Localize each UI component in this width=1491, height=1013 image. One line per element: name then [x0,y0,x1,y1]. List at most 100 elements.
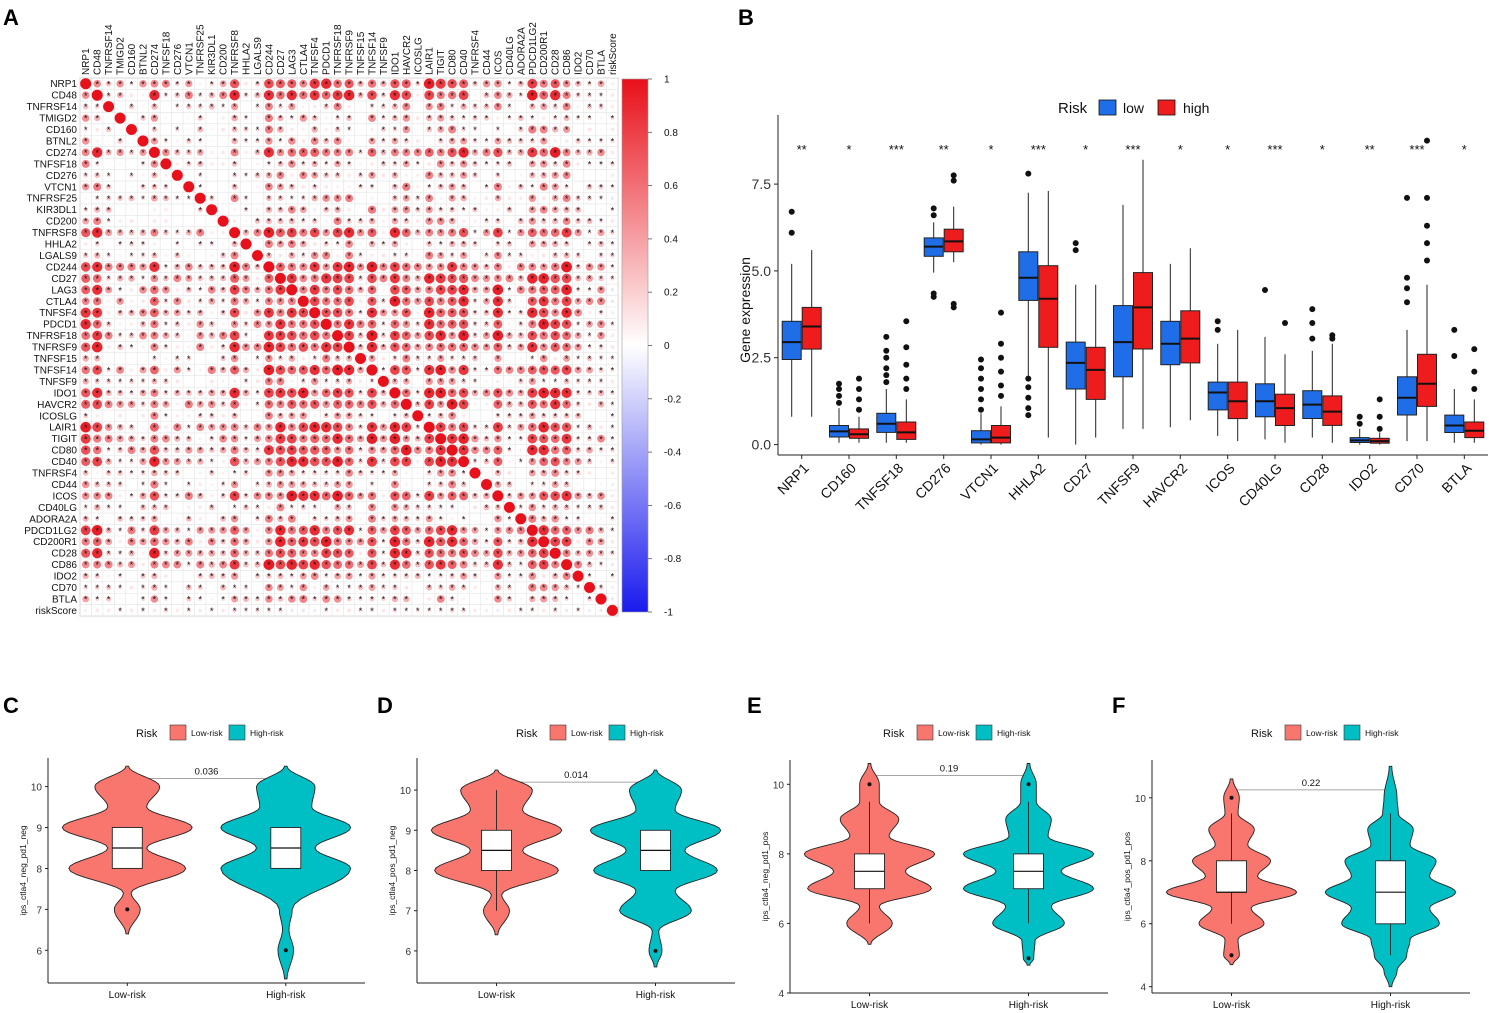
significance-mark: * [221,480,225,490]
significance-mark: * [553,503,557,513]
heatmap-cell [392,161,398,167]
heatmap-cell [461,115,466,121]
significance-mark: * [279,423,283,433]
outlier-point [883,372,890,379]
heatmap-cell [472,207,478,213]
significance-mark: * [279,480,283,490]
heatmap-cell [588,254,591,257]
significance-mark: * [450,137,454,147]
heatmap-cell [152,608,157,613]
significance-mark: * [359,389,363,399]
significance-mark: * [107,263,111,273]
heatmap-cell [576,483,580,486]
heatmap-cell [217,215,229,227]
heatmap-cell [208,92,215,99]
significance-mark: * [233,285,237,295]
significance-mark: * [107,446,111,456]
significance-mark: * [531,560,535,570]
heatmap-cell [539,148,548,157]
heatmap-cell [550,90,561,101]
heatmap-cell [359,517,362,521]
heatmap-cell [381,241,386,247]
significance-mark: * [439,148,443,158]
heatmap-cell [92,274,102,283]
heatmap-cell [426,114,433,122]
y-tick-label: 2.5 [752,350,772,366]
significance-mark: * [542,434,546,444]
outlier-point [836,380,842,387]
significance-mark: * [496,194,500,204]
significance-mark: * [531,285,535,295]
significance-mark: * [279,160,283,170]
heatmap-cell [416,254,420,257]
heatmap-cell [276,90,285,100]
significance-mark: * [84,572,88,582]
significance-mark: * [107,492,111,502]
heatmap-col-label: TNFSF14 [368,31,379,75]
significance-mark: * [576,297,580,307]
significance-mark: * [244,583,248,593]
significance-mark: * [588,423,592,433]
significance-mark: * [496,148,500,158]
significance-mark: * [84,148,88,158]
heatmap-cell [209,195,215,201]
significance-mark: * [393,514,397,524]
heatmap-cell [600,174,602,177]
heatmap-cell [404,253,409,258]
significance-mark: * [496,434,500,444]
significance-mark: * [519,263,523,273]
heatmap-cell [324,219,328,223]
significance-mark: * [588,503,592,513]
significance-mark: * [130,457,134,467]
significance-mark: * [576,377,580,387]
heatmap-cell [230,251,239,260]
significance-mark: * [531,377,535,387]
heatmap-cell [485,243,488,245]
significance-mark: * [393,400,397,410]
significance-mark: * [279,377,283,387]
significance-mark: * [462,251,466,261]
significance-mark: * [290,514,294,524]
significance-mark: * [107,320,111,330]
significance-mark: * [450,217,454,227]
significance-mark: * [84,297,88,307]
heatmap-cell [198,539,202,544]
significance-mark: * [416,79,420,89]
significance-mark: * [84,537,88,547]
significance-mark: * [519,285,523,295]
heatmap-cell [163,93,168,98]
significance-mark: * [153,514,157,524]
heatmap-cell [588,208,591,211]
heatmap-cell [244,81,248,86]
significance-mark: * [405,492,409,502]
heatmap-cell [400,398,412,410]
significance-mark: * [519,537,523,547]
significance-mark: * [313,331,317,341]
heatmap-cell [164,208,168,212]
heatmap-cell [231,126,238,133]
significance-mark: * [496,285,500,295]
significance-mark: * [439,308,443,318]
significance-mark: * [347,572,351,582]
significance-mark: * [450,343,454,353]
significance-mark: * [95,400,99,410]
significance-mark: * [531,171,535,181]
heatmap-cell [198,139,203,143]
significance-mark: * [164,595,168,605]
heatmap-cell [221,162,225,166]
heatmap-cell [347,173,351,178]
significance-mark: * [84,469,88,479]
significance-mark: * [198,595,202,605]
significance-mark: * [611,514,615,524]
outlier-point [1424,240,1430,247]
significance-label: * [846,142,851,157]
significance-mark: * [439,102,443,112]
significance-mark: * [313,91,317,101]
significance-mark: * [141,320,145,330]
heatmap-cell [381,494,386,498]
significance-mark: * [370,377,374,387]
significance-mark: * [473,537,477,547]
significance-mark: * [267,160,271,170]
significance-mark: * [405,377,409,387]
significance-mark: * [164,537,168,547]
